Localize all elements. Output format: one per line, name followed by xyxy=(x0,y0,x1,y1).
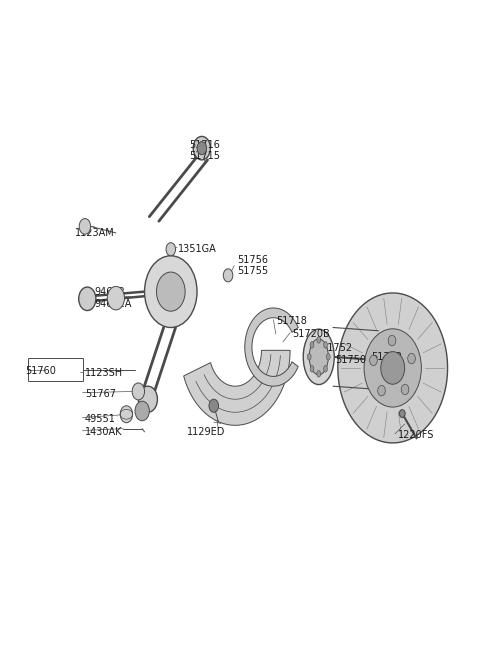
Text: 1220FS: 1220FS xyxy=(397,430,434,440)
Circle shape xyxy=(135,402,149,421)
Circle shape xyxy=(108,286,124,310)
Circle shape xyxy=(120,405,132,422)
Circle shape xyxy=(381,352,405,384)
Text: 51752: 51752 xyxy=(321,343,352,353)
Circle shape xyxy=(364,329,421,407)
Ellipse shape xyxy=(309,339,328,375)
Text: 94632
94632A: 94632 94632A xyxy=(95,288,132,309)
Text: 51720B: 51720B xyxy=(292,329,330,339)
Circle shape xyxy=(197,141,206,155)
Circle shape xyxy=(399,409,405,417)
Ellipse shape xyxy=(310,342,314,348)
Circle shape xyxy=(408,353,415,364)
Circle shape xyxy=(138,386,157,412)
Circle shape xyxy=(144,255,197,328)
Ellipse shape xyxy=(324,342,327,348)
Circle shape xyxy=(223,269,233,282)
Text: 1351GA: 1351GA xyxy=(178,244,216,254)
Text: 51716
51715: 51716 51715 xyxy=(189,140,220,161)
Ellipse shape xyxy=(324,365,327,372)
Circle shape xyxy=(388,335,396,346)
Ellipse shape xyxy=(307,354,311,360)
Polygon shape xyxy=(245,308,298,386)
Text: 51767: 51767 xyxy=(85,389,116,399)
Ellipse shape xyxy=(303,329,334,384)
Circle shape xyxy=(132,383,144,400)
Text: 51750: 51750 xyxy=(336,355,366,365)
Polygon shape xyxy=(184,350,290,425)
Ellipse shape xyxy=(317,371,321,377)
Text: 1123SH: 1123SH xyxy=(85,368,123,378)
Polygon shape xyxy=(338,293,447,443)
Text: 1123AM: 1123AM xyxy=(75,228,115,238)
Text: 1129ED: 1129ED xyxy=(187,427,226,437)
Circle shape xyxy=(209,400,218,412)
Circle shape xyxy=(378,385,385,396)
Text: 51712: 51712 xyxy=(371,352,402,362)
Text: 1430AK: 1430AK xyxy=(85,427,122,437)
Circle shape xyxy=(193,136,210,160)
Circle shape xyxy=(370,355,377,365)
Circle shape xyxy=(79,287,96,310)
Circle shape xyxy=(79,219,91,234)
Text: 51718: 51718 xyxy=(276,316,307,326)
Circle shape xyxy=(156,272,185,311)
Text: 49551: 49551 xyxy=(85,414,116,424)
Circle shape xyxy=(401,384,409,395)
Bar xyxy=(28,358,83,381)
Circle shape xyxy=(166,243,176,255)
Ellipse shape xyxy=(326,354,330,360)
Text: 51756
51755: 51756 51755 xyxy=(238,255,269,276)
Text: 51760: 51760 xyxy=(25,366,56,376)
Ellipse shape xyxy=(310,365,314,372)
Ellipse shape xyxy=(371,310,385,411)
Ellipse shape xyxy=(317,337,321,343)
